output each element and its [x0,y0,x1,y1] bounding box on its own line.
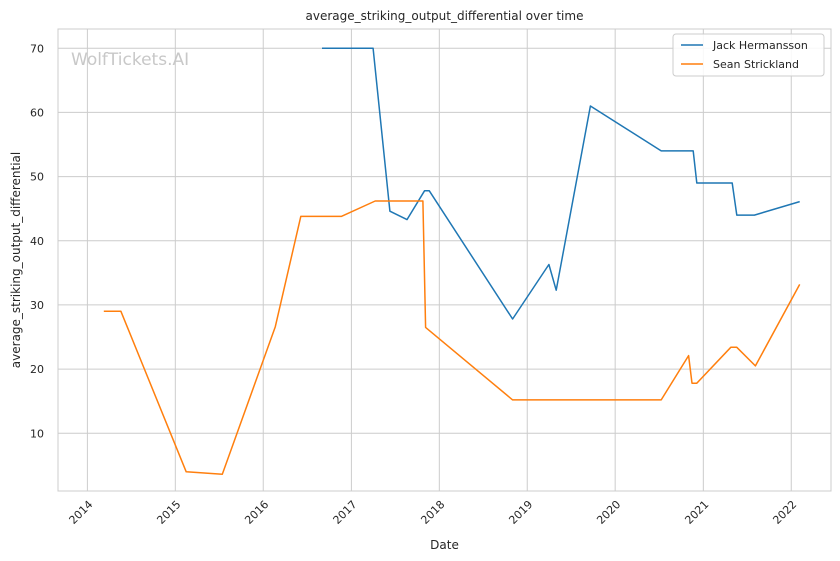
legend-entry-label: Sean Strickland [713,58,799,71]
y-tick-label: 70 [30,42,44,55]
y-tick-label: 40 [30,235,44,248]
series-line-jack-hermansson [322,47,800,320]
x-axis-label: Date [430,538,459,552]
legend-entry-label: Jack Hermansson [712,39,808,52]
legend-box [672,33,825,77]
y-axis-label: average_striking_output_differential [9,152,23,368]
y-tick-labels: 10 20 30 40 50 60 70 [30,42,44,440]
y-tick-label: 60 [30,106,44,119]
watermark-text: WolfTickets.AI [71,50,189,70]
y-tick-label: 50 [30,171,44,184]
series-layer [103,47,801,476]
y-tick-label: 10 [30,427,44,440]
y-tick-label: 20 [30,363,44,376]
series-line-sean-strickland [103,200,801,476]
x-gridlines [86,29,792,491]
chart-title: average_striking_output_differential ove… [306,9,584,23]
y-gridlines [58,47,831,434]
legend: Jack Hermansson Sean Strickland [672,33,825,77]
plot-frame [57,28,832,492]
y-tick-label: 30 [30,299,44,312]
